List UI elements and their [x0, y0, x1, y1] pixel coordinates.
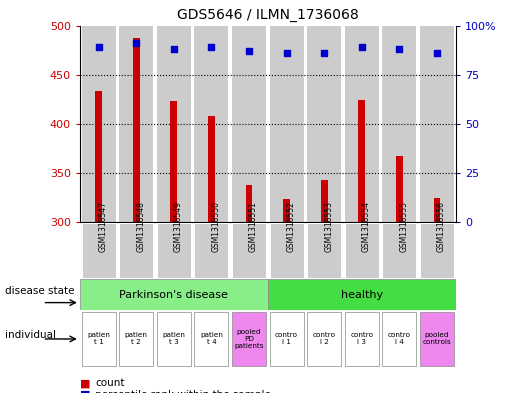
- Bar: [321, 180, 328, 222]
- Bar: [307, 223, 341, 278]
- Text: disease state: disease state: [5, 286, 75, 296]
- Point: [95, 44, 103, 50]
- Text: GSM1318549: GSM1318549: [174, 201, 183, 252]
- Bar: [82, 223, 115, 278]
- Bar: [283, 199, 290, 222]
- Title: GDS5646 / ILMN_1736068: GDS5646 / ILMN_1736068: [177, 8, 358, 22]
- Bar: [195, 312, 228, 366]
- Bar: [119, 223, 153, 278]
- Bar: [383, 223, 416, 278]
- Text: GSM1318554: GSM1318554: [362, 201, 371, 252]
- Point: [433, 50, 441, 56]
- Text: ■: ■: [80, 390, 90, 393]
- Bar: [232, 223, 266, 278]
- Bar: [246, 185, 252, 222]
- Bar: [208, 116, 215, 222]
- Text: GSM1318552: GSM1318552: [286, 201, 296, 252]
- Point: [169, 46, 178, 52]
- Bar: [82, 26, 115, 222]
- Point: [396, 46, 404, 52]
- Bar: [345, 312, 379, 366]
- Bar: [95, 91, 102, 222]
- Point: [132, 40, 140, 46]
- Point: [282, 50, 290, 56]
- Bar: [232, 312, 266, 366]
- Text: GSM1318556: GSM1318556: [437, 201, 446, 252]
- Bar: [119, 312, 153, 366]
- Bar: [345, 223, 379, 278]
- Bar: [420, 312, 454, 366]
- Bar: [157, 223, 191, 278]
- Bar: [157, 26, 191, 222]
- Bar: [270, 312, 303, 366]
- Bar: [80, 279, 268, 310]
- Text: Parkinson's disease: Parkinson's disease: [119, 290, 228, 300]
- Bar: [420, 223, 454, 278]
- Text: contro
l 2: contro l 2: [313, 332, 336, 345]
- Bar: [420, 26, 454, 222]
- Bar: [133, 38, 140, 222]
- Point: [320, 50, 329, 56]
- Bar: [383, 26, 416, 222]
- Text: contro
l 3: contro l 3: [350, 332, 373, 345]
- Bar: [345, 26, 379, 222]
- Bar: [170, 101, 177, 222]
- Text: individual: individual: [5, 330, 56, 340]
- Bar: [358, 100, 365, 222]
- Bar: [119, 26, 153, 222]
- Text: count: count: [95, 378, 125, 388]
- Text: GSM1318550: GSM1318550: [211, 201, 220, 252]
- Text: GSM1318555: GSM1318555: [400, 201, 408, 252]
- Text: GSM1318547: GSM1318547: [99, 201, 108, 252]
- Text: ■: ■: [80, 378, 90, 388]
- Point: [357, 44, 366, 50]
- Bar: [195, 223, 228, 278]
- Text: patien
t 1: patien t 1: [87, 332, 110, 345]
- Text: percentile rank within the sample: percentile rank within the sample: [95, 390, 271, 393]
- Bar: [307, 26, 341, 222]
- Bar: [157, 312, 191, 366]
- Bar: [82, 312, 115, 366]
- Text: pooled
controls: pooled controls: [423, 332, 451, 345]
- Bar: [195, 26, 228, 222]
- Text: patien
t 4: patien t 4: [200, 332, 223, 345]
- Text: GSM1318553: GSM1318553: [324, 201, 333, 252]
- Bar: [383, 312, 416, 366]
- Bar: [270, 26, 303, 222]
- Bar: [232, 26, 266, 222]
- Text: GSM1318548: GSM1318548: [136, 201, 145, 252]
- Bar: [307, 312, 341, 366]
- Text: patien
t 2: patien t 2: [125, 332, 148, 345]
- Bar: [270, 223, 303, 278]
- Text: contro
l 1: contro l 1: [275, 332, 298, 345]
- Point: [207, 44, 215, 50]
- Text: patien
t 3: patien t 3: [162, 332, 185, 345]
- Text: pooled
PD
patients: pooled PD patients: [234, 329, 264, 349]
- Bar: [396, 156, 403, 222]
- Text: healthy: healthy: [341, 290, 383, 300]
- Point: [245, 48, 253, 54]
- Bar: [434, 198, 440, 222]
- Text: GSM1318551: GSM1318551: [249, 201, 258, 252]
- Text: contro
l 4: contro l 4: [388, 332, 411, 345]
- Bar: [268, 279, 456, 310]
